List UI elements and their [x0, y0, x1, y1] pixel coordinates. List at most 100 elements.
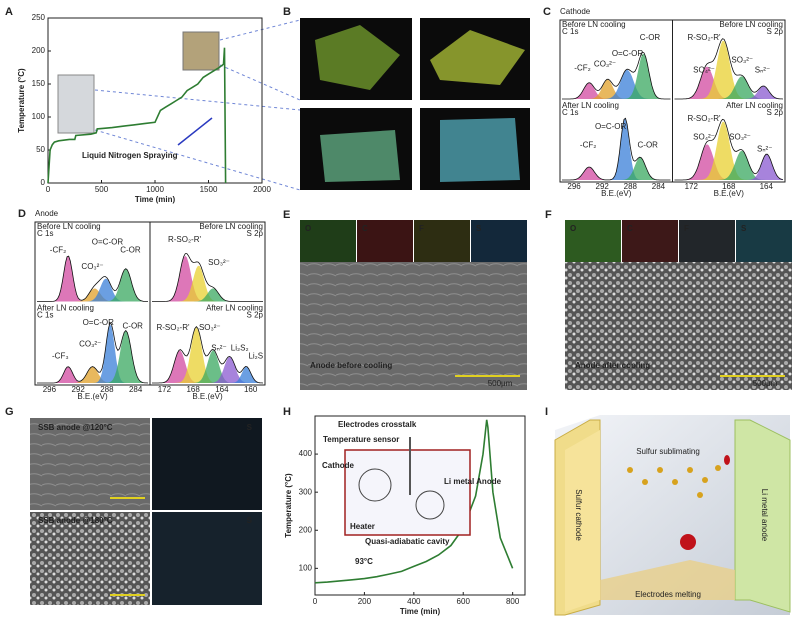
core-level: C 1s	[37, 311, 53, 320]
x-tick-label: 284	[652, 182, 666, 191]
y-tick-label: 400	[299, 449, 313, 458]
inset-label: Cathode	[322, 461, 355, 470]
y-axis-label: Temperature (°C)	[17, 68, 26, 133]
y-tick-label: 200	[299, 525, 313, 534]
spectrum-peak	[562, 157, 671, 180]
panel-title: Cathode	[560, 7, 591, 16]
x-tick-label: 0	[46, 185, 51, 194]
chart-title: Electrodes crosstalk	[338, 420, 417, 429]
x-tick-label: 172	[685, 182, 699, 191]
x-tick-label: 1500	[200, 185, 218, 194]
x-tick-label: 600	[457, 597, 471, 606]
x-tick-label: 292	[71, 385, 85, 394]
x-tick-label: 400	[407, 597, 421, 606]
peak-label: SO₄²⁻	[693, 65, 715, 74]
spectrum-envelope	[37, 255, 148, 302]
pouch-photo	[182, 31, 220, 71]
x-axis-label: B.E.(eV)	[192, 392, 223, 401]
element-label: S	[247, 516, 253, 525]
spectrum-peak	[562, 167, 671, 180]
peak-label: SO₄²⁻	[693, 133, 715, 142]
data-line	[314, 419, 514, 584]
spectrum-peak	[674, 121, 783, 180]
peak-label: Li₂S	[248, 352, 263, 361]
legend-before: Before LN cooling	[562, 20, 626, 29]
peak-label: C-OR	[640, 33, 661, 42]
spectrum-envelope	[674, 38, 784, 100]
scale-bar-label: 500μm	[753, 379, 778, 388]
peak-label: -CF₂	[574, 64, 590, 73]
core-level: S 2p	[767, 27, 784, 36]
x-tick-label: 800	[506, 597, 520, 606]
annotation: 93°C	[355, 557, 373, 566]
inset-label: Heater	[350, 522, 375, 531]
element-label: O	[305, 224, 311, 233]
peak-label: C-OR	[638, 141, 659, 150]
core-level: C 1s	[562, 27, 578, 36]
sem-ssb	[30, 418, 262, 605]
spectrum-peak	[152, 350, 263, 383]
peak-label: R-SO₂-R'	[687, 114, 721, 123]
annotation: Liquid Nitrogen Spraying	[82, 151, 178, 160]
panel-label: F	[545, 209, 552, 221]
y-tick-label: 300	[299, 487, 313, 496]
core-level: S 2p	[247, 229, 264, 238]
x-tick-label: 168	[722, 182, 736, 191]
element-label: C	[362, 224, 368, 233]
peak-label: R-SO₂-R'	[156, 323, 190, 332]
spectrum-peak	[674, 66, 783, 99]
y-tick-label: 100	[32, 112, 46, 121]
x-tick-label: 288	[100, 385, 114, 394]
inset-label: Temperature sensor	[323, 435, 399, 444]
x-tick-label: 292	[596, 182, 610, 191]
inset-cathode	[358, 468, 392, 502]
core-level: C 1s	[37, 229, 53, 238]
y-axis-label: Temperature (°C)	[284, 473, 293, 538]
x-tick-label: 500	[95, 185, 109, 194]
element-label: F	[419, 224, 424, 233]
peak-label: R-SO₂-R'	[687, 33, 721, 42]
x-tick-label: 160	[244, 385, 258, 394]
peak-label: CO₃²⁻	[81, 262, 103, 271]
spectrum-envelope	[152, 325, 264, 384]
peak-label: -CF₃	[52, 352, 69, 361]
inset-label: Li metal Anode	[444, 477, 502, 486]
panel-label: G	[5, 406, 14, 418]
element-label: S	[476, 224, 482, 233]
spectrum-peak	[152, 366, 263, 383]
sem-after	[565, 220, 792, 390]
peak-label: R-SO₂-R'	[168, 235, 202, 244]
spectrum-envelope	[562, 117, 671, 181]
element-label: O	[570, 224, 576, 233]
peak-label: Sₙ²⁻	[211, 343, 226, 352]
y-tick-label: 250	[32, 13, 46, 22]
y-tick-label: 50	[36, 145, 45, 154]
legend-after: After LN cooling	[562, 101, 619, 110]
annotation: Electrodes melting	[635, 590, 701, 599]
panel-label: C	[543, 6, 551, 18]
spectrum-envelope	[674, 118, 784, 181]
spectrum-peak	[562, 82, 671, 99]
x-tick-label: 200	[358, 597, 372, 606]
peak-label: -CF₂	[580, 141, 596, 150]
peak-label: O=C-OR	[595, 122, 627, 131]
spectrum-peak	[562, 69, 671, 99]
x-axis-label: Time (min)	[400, 607, 441, 616]
peak-label: SO₃²⁻	[729, 133, 751, 142]
spectrum-peak	[37, 288, 148, 302]
sem-caption: SSB anode @180°C	[38, 516, 113, 525]
peak-label: CO₃²⁻	[79, 339, 101, 348]
x-axis-label: Time (min)	[135, 195, 176, 204]
core-level: S 2p	[767, 108, 784, 117]
x-tick-label: 172	[158, 385, 172, 394]
x-tick-label: 0	[313, 597, 318, 606]
renders	[300, 18, 530, 190]
x-tick-label: 288	[624, 182, 638, 191]
spectrum-peak	[152, 350, 263, 383]
panel-label: I	[545, 406, 548, 418]
x-axis-label: B.E.(eV)	[601, 189, 632, 198]
legend-before: Before LN cooling	[37, 222, 101, 231]
legend-after: After LN cooling	[726, 101, 783, 110]
spectrum-envelope	[37, 322, 149, 384]
x-tick-label: 164	[215, 385, 229, 394]
